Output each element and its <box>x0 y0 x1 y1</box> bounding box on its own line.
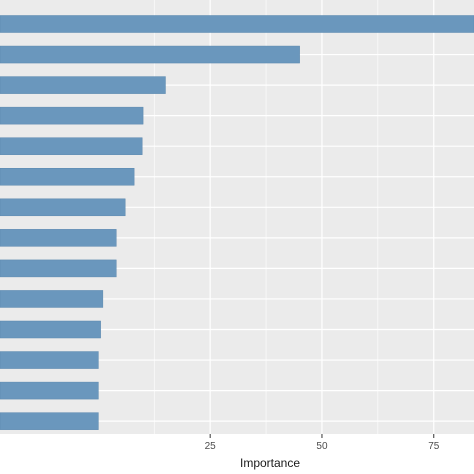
plot-panel <box>0 0 474 434</box>
x-tick-label: 75 <box>428 441 440 452</box>
bar <box>0 351 99 369</box>
bar <box>0 259 117 278</box>
bar <box>0 320 101 339</box>
bar <box>0 106 144 125</box>
major-gridlines <box>209 0 435 434</box>
bar <box>0 76 166 94</box>
x-tick-label: 25 <box>205 441 217 452</box>
x-axis-title: Importance <box>240 456 300 470</box>
x-axis-ticks <box>209 434 435 438</box>
bar <box>0 15 474 33</box>
x-axis-tick-labels: 25 50 75 <box>205 441 440 452</box>
bar <box>0 45 300 64</box>
bars <box>0 15 474 430</box>
bar <box>0 229 117 247</box>
bar <box>0 198 126 217</box>
x-tick-label: 50 <box>316 441 328 452</box>
bar <box>0 168 135 186</box>
bar <box>0 290 104 308</box>
bar <box>0 381 99 400</box>
bar <box>0 412 99 430</box>
bar <box>0 137 143 155</box>
minor-gridlines <box>153 0 379 434</box>
